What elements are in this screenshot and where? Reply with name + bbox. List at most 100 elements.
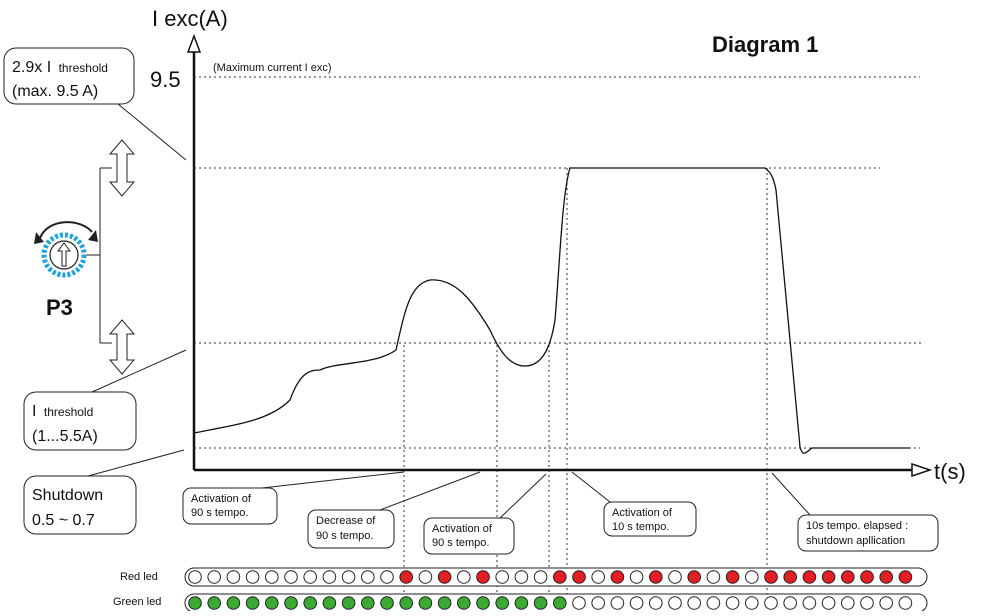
high-threshold-pointer: [117, 103, 187, 161]
green-led-on: [341, 596, 356, 610]
red-led-on: [437, 570, 452, 584]
green-led-on: [265, 596, 279, 610]
svg-text:Decrease of: Decrease of: [316, 515, 376, 527]
high-threshold-label: 2.9x I threshold: [12, 59, 108, 76]
green-led-on: [303, 596, 318, 610]
red-led-on: [860, 570, 874, 584]
green-led-row: [188, 596, 913, 610]
red-led-off: [668, 570, 682, 584]
red-led-off: [591, 570, 606, 584]
green-led-off: [629, 596, 644, 610]
red-led-on: [399, 570, 414, 584]
red-led-off: [226, 570, 241, 584]
red-led-off: [533, 570, 548, 584]
green-led-off: [687, 596, 702, 610]
red-led-on: [553, 570, 567, 584]
green-led-off: [879, 596, 894, 610]
red-led-on: [802, 570, 817, 584]
red-led-row: [188, 570, 913, 584]
svg-text:Activation of: Activation of: [612, 507, 673, 519]
red-led-on: [725, 570, 740, 584]
green-led-on: [322, 596, 337, 610]
red-led-label: Red led: [120, 571, 158, 583]
red-led-off: [457, 570, 471, 584]
red-led-on: [898, 570, 913, 584]
high-adjust-double-arrow-icon: [108, 139, 136, 197]
green-led-on: [380, 596, 394, 610]
svg-text:90 s tempo.: 90 s tempo.: [432, 537, 489, 549]
green-led-on: [418, 596, 433, 610]
red-led-off: [188, 570, 202, 584]
threshold-range: (1...5.5A): [32, 428, 98, 445]
threshold-label: I threshold: [32, 403, 93, 420]
green-led-off: [610, 596, 625, 610]
red-led-off: [207, 570, 221, 584]
potentiometer-label: P3: [46, 295, 73, 320]
green-led-on: [514, 596, 529, 610]
red-led-off: [706, 570, 721, 584]
red-led-on: [687, 570, 702, 584]
green-led-off: [649, 596, 663, 610]
red-led-on: [821, 570, 836, 584]
green-led-on: [457, 596, 471, 610]
high-threshold-box: [3, 47, 135, 105]
y-axis-label: I exc(A): [152, 6, 228, 31]
x-axis-arrow: [911, 462, 933, 478]
y-axis-arrow: [186, 33, 202, 53]
threshold-box: [23, 391, 137, 451]
green-led-off: [572, 596, 586, 610]
svg-text:10s tempo. elapsed :: 10s tempo. elapsed :: [806, 520, 908, 532]
svg-text:Activation of: Activation of: [191, 493, 252, 505]
svg-text:shutdown apllication: shutdown apllication: [806, 535, 905, 547]
red-led-on: [476, 570, 490, 584]
svg-text:90 s tempo.: 90 s tempo.: [316, 530, 373, 542]
x-axis-label: t(s): [934, 459, 966, 484]
green-led-off: [706, 596, 721, 610]
red-led-on: [764, 570, 778, 584]
svg-text:90 s tempo.: 90 s tempo.: [191, 507, 248, 519]
red-led-on: [649, 570, 663, 584]
green-led-on: [476, 596, 490, 610]
red-led-off: [303, 570, 318, 584]
callout-3: Activation of 90 s tempo.: [423, 473, 547, 555]
red-led-off: [495, 570, 510, 584]
callout-5: 10s tempo. elapsed : shutdown apllicatio…: [771, 472, 939, 552]
red-led-off: [380, 570, 394, 584]
callout-4: Activation of 10 s tempo.: [571, 471, 697, 537]
shutdown-title: Shutdown: [32, 487, 103, 504]
green-led-on: [188, 596, 202, 610]
callout-2: Decrease of 90 s tempo.: [307, 471, 481, 549]
green-led-off: [802, 596, 817, 610]
green-led-on: [284, 596, 298, 610]
red-led-on: [841, 570, 855, 584]
max-note: (Maximum current I exc): [213, 62, 332, 74]
green-led-label: Green led: [113, 596, 161, 608]
red-led-on: [610, 570, 625, 584]
shutdown-box: [23, 475, 137, 535]
max-value-label: 9.5: [150, 67, 181, 92]
red-led-off: [265, 570, 279, 584]
svg-text:Activation of: Activation of: [432, 523, 493, 535]
svg-text:10 s tempo.: 10 s tempo.: [612, 521, 669, 533]
green-led-off: [591, 596, 606, 610]
green-led-off: [725, 596, 740, 610]
green-led-off: [898, 596, 913, 610]
green-led-off: [783, 596, 798, 610]
green-led-on: [399, 596, 414, 610]
green-led-off: [821, 596, 836, 610]
current-curve: [193, 167, 910, 454]
threshold-pointer: [91, 349, 187, 393]
red-led-off: [284, 570, 298, 584]
red-led-off: [361, 570, 375, 584]
green-led-on: [553, 596, 567, 610]
green-led-off: [668, 596, 682, 610]
high-threshold-max: (max. 9.5 A): [12, 83, 98, 100]
green-led-off: [745, 596, 759, 610]
callout-1: Activation of 90 s tempo.: [182, 471, 405, 525]
red-led-off: [629, 570, 644, 584]
diagram-title: Diagram 1: [712, 32, 818, 57]
shutdown-range: 0.5 ~ 0.7: [32, 512, 95, 529]
green-led-on: [495, 596, 510, 610]
red-led-on: [572, 570, 586, 584]
